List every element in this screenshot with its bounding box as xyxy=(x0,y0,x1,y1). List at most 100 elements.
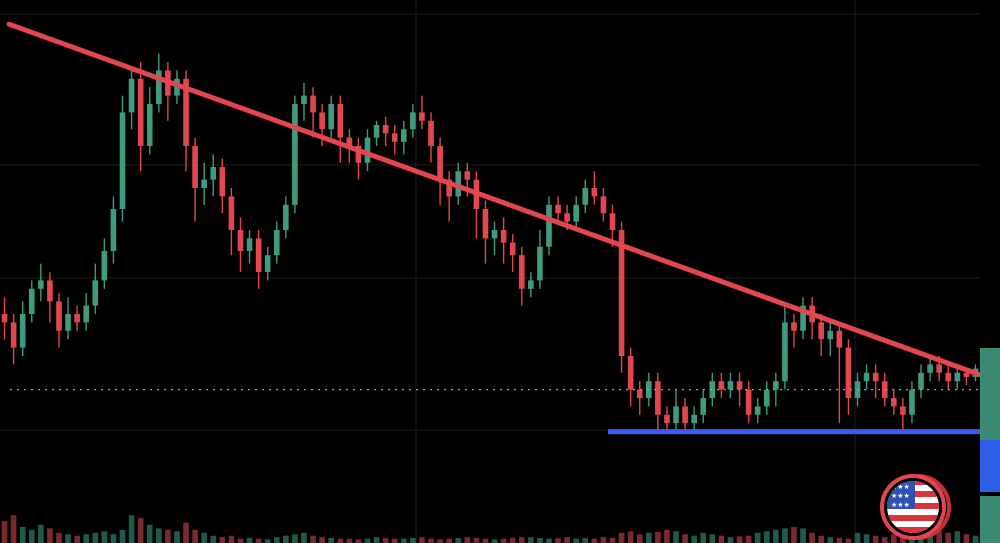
volume-bar xyxy=(219,537,226,543)
volume-bar xyxy=(482,538,489,543)
volume-bar xyxy=(827,537,834,543)
volume-bar xyxy=(936,531,942,543)
candle-body xyxy=(591,188,598,197)
volume-bar xyxy=(201,532,207,543)
volume-bar xyxy=(165,529,171,543)
volume-bar xyxy=(800,528,806,543)
candle-body xyxy=(10,322,17,348)
candle-body xyxy=(655,381,661,415)
volume-bar xyxy=(419,537,425,543)
candle-body xyxy=(228,196,235,230)
candle-body xyxy=(863,372,870,382)
volume-bar xyxy=(609,537,616,543)
volume-bar xyxy=(74,535,80,543)
volume-bar xyxy=(972,535,979,543)
volume-bar xyxy=(655,532,661,543)
volume-bar xyxy=(591,538,598,543)
volume-bar xyxy=(255,538,262,543)
volume-bar xyxy=(773,529,779,543)
volume-bar xyxy=(355,539,362,543)
candle-body xyxy=(927,364,933,373)
volume-bar xyxy=(1,521,8,543)
volume-bar xyxy=(872,535,879,543)
volume-bar xyxy=(854,532,861,543)
volume-bar xyxy=(691,535,697,543)
candle-body xyxy=(328,104,335,130)
volume-bar xyxy=(600,537,607,543)
volume-bar xyxy=(809,532,815,543)
volume-bars xyxy=(1,515,979,543)
candle-body xyxy=(754,406,761,415)
volume-bar xyxy=(391,538,398,543)
volume-bar xyxy=(65,534,71,543)
candle-body xyxy=(346,137,353,146)
candle-body xyxy=(664,414,670,424)
candle-body xyxy=(682,406,688,424)
volume-bar xyxy=(700,532,707,543)
volume-bar xyxy=(137,518,144,543)
candle-body xyxy=(38,280,44,289)
volume-bar xyxy=(10,515,17,543)
candle-body xyxy=(83,305,90,323)
candle-body xyxy=(700,398,707,415)
candle-body xyxy=(918,372,924,390)
volume-bar xyxy=(119,529,126,543)
price-scale-marker-bottom[interactable] xyxy=(980,496,1000,543)
volume-bar xyxy=(491,539,498,543)
volume-bar xyxy=(410,537,416,543)
volume-bar xyxy=(890,534,897,543)
candle-body xyxy=(219,167,226,197)
us-flag-icon[interactable]: ★★★ ★★★ ★★★ xyxy=(880,474,954,540)
volume-bar xyxy=(555,537,561,543)
candle-body xyxy=(782,322,788,382)
volume-bar xyxy=(92,532,99,543)
volume-bar xyxy=(101,531,108,543)
candle-body xyxy=(773,381,779,390)
volume-bar xyxy=(645,532,652,543)
price-scale-marker-current[interactable] xyxy=(980,440,1000,492)
volume-bar xyxy=(763,531,770,543)
volume-bar xyxy=(573,538,580,543)
candle-body xyxy=(881,381,888,398)
volume-bar xyxy=(528,537,534,543)
volume-bar xyxy=(818,535,825,543)
volume-bar xyxy=(682,534,688,543)
candle-body xyxy=(836,330,843,348)
volume-bar xyxy=(791,526,797,543)
candle-body xyxy=(736,381,743,390)
candle-body xyxy=(201,179,207,188)
volume-bar xyxy=(500,538,507,543)
candle-body xyxy=(500,230,507,243)
candle-body xyxy=(890,398,897,407)
candle-body xyxy=(963,372,970,377)
price-scale-marker-top[interactable] xyxy=(980,348,1000,440)
candle-body xyxy=(800,305,806,331)
candle-body xyxy=(900,406,906,415)
candle-body xyxy=(246,238,253,251)
candle-body xyxy=(582,188,589,205)
volume-bar xyxy=(945,532,952,543)
volume-bar xyxy=(782,528,788,543)
candle-body xyxy=(428,120,434,146)
candle-body xyxy=(555,204,561,214)
volume-bar xyxy=(881,537,888,543)
candle-body xyxy=(909,389,915,415)
candle-body xyxy=(709,381,716,398)
volume-bar xyxy=(183,522,189,543)
candle-body xyxy=(827,330,834,340)
candle-body xyxy=(373,125,380,138)
volume-bar xyxy=(845,538,852,543)
volume-bar xyxy=(155,528,162,543)
candle-body xyxy=(419,112,425,121)
volume-bar xyxy=(736,536,743,543)
candle-body xyxy=(627,356,634,390)
candle-body xyxy=(364,137,371,163)
candle-body xyxy=(128,78,135,113)
volume-bar xyxy=(564,537,570,543)
candle-body xyxy=(518,255,525,289)
volume-bar xyxy=(382,537,389,543)
volume-bar xyxy=(192,529,198,543)
candle-body xyxy=(74,314,80,323)
candle-body xyxy=(609,213,616,230)
